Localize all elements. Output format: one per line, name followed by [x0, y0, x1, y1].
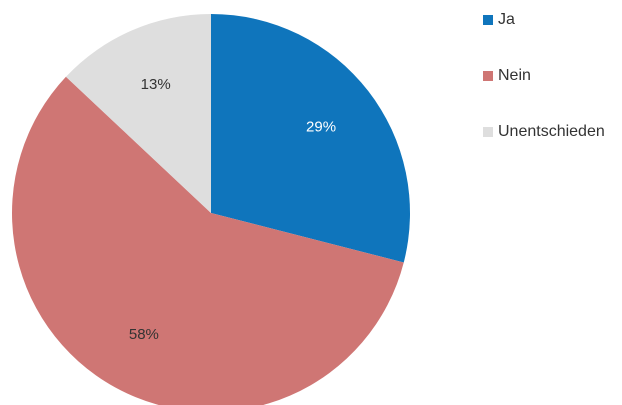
legend-swatch-nein: [483, 71, 493, 81]
legend-label-unentschieden: Unentschieden: [498, 123, 605, 140]
legend: Ja Nein Unentschieden: [483, 11, 605, 140]
pie-slice-ja: [211, 14, 411, 263]
pie-slice-unentschieden: [65, 14, 211, 213]
legend-item-ja: Ja: [483, 11, 515, 28]
legend-label-ja: Ja: [498, 11, 515, 28]
legend-swatch-unentschieden: [483, 127, 493, 137]
slice-labels: 29% 58% 13%: [129, 76, 336, 343]
legend-item-unentschieden: Unentschieden: [483, 123, 605, 140]
legend-item-nein: Nein: [483, 67, 531, 84]
slice-label-unentschieden: 13%: [141, 76, 171, 93]
legend-label-nein: Nein: [498, 67, 531, 84]
pie-slices: [12, 14, 411, 405]
pie-slice-nein: [12, 76, 404, 405]
slice-label-ja: 29%: [306, 119, 336, 136]
slice-label-nein: 58%: [129, 326, 159, 343]
legend-swatch-ja: [483, 15, 493, 25]
